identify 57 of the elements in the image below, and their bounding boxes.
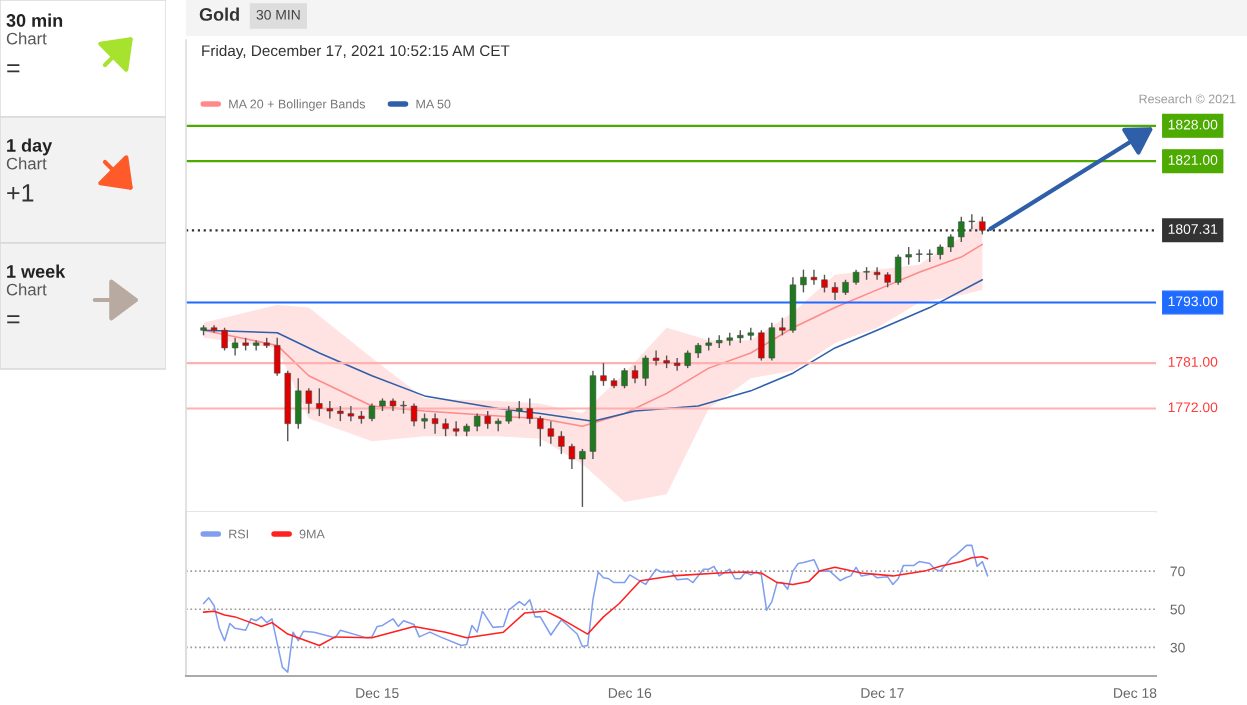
candlestick bbox=[547, 420, 555, 445]
legend-label: 9MA bbox=[299, 529, 325, 539]
text: = bbox=[7, 315, 20, 324]
candlestick bbox=[579, 448, 586, 508]
x-tick-label: Dec 18 bbox=[1114, 688, 1157, 699]
x-tick-label: Dec 16 bbox=[608, 688, 652, 699]
candlestick bbox=[221, 327, 228, 352]
text: 1 day bbox=[7, 138, 53, 156]
ref-line-label: 1772.00 bbox=[1168, 402, 1218, 413]
candlestick bbox=[305, 387, 312, 415]
y-tick-label: 30 bbox=[1170, 642, 1185, 653]
candlestick bbox=[537, 415, 544, 448]
y-tick-label: 70 bbox=[1170, 566, 1185, 577]
candlestick bbox=[568, 443, 576, 470]
text: = bbox=[7, 64, 20, 73]
candlestick bbox=[600, 362, 607, 387]
ref-line-label: 1793.00 bbox=[1168, 296, 1218, 307]
candlestick bbox=[326, 400, 334, 420]
text: Chart bbox=[6, 157, 47, 170]
legend-label: MA 50 bbox=[416, 99, 451, 109]
text: +1 bbox=[7, 184, 34, 202]
ref-line-label: 1807.31 bbox=[1168, 224, 1218, 234]
text: Chart bbox=[6, 32, 47, 45]
text: Chart bbox=[6, 283, 47, 296]
text: 30 min bbox=[6, 13, 63, 27]
legend-label: MA 20 + Bollinger Bands bbox=[229, 99, 366, 111]
candlestick bbox=[968, 213, 975, 230]
candlestick bbox=[673, 357, 681, 372]
candlestick bbox=[452, 420, 460, 437]
chart-subtitle: Friday, December 17, 2021 10:52:15 AM CET bbox=[202, 44, 510, 60]
candlestick bbox=[347, 405, 355, 422]
legend-label: RSI bbox=[229, 529, 248, 539]
candlestick bbox=[800, 268, 807, 294]
candlestick bbox=[526, 397, 533, 425]
ref-line-label: 1821.00 bbox=[1168, 155, 1218, 165]
candlestick bbox=[958, 215, 965, 243]
text: 1 week bbox=[7, 264, 66, 278]
text: 30 MIN bbox=[256, 9, 300, 20]
candlestick bbox=[431, 412, 439, 435]
annotation: Research © 2021 bbox=[1139, 94, 1236, 104]
x-tick-label: Dec 17 bbox=[861, 688, 904, 699]
candlestick bbox=[810, 268, 818, 286]
line-series bbox=[202, 556, 989, 647]
line-series bbox=[202, 544, 989, 673]
ref-line-label: 1781.00 bbox=[1168, 356, 1218, 367]
candlestick bbox=[642, 354, 649, 387]
candlestick bbox=[873, 266, 881, 281]
y-tick-label: 50 bbox=[1170, 604, 1185, 615]
candlestick bbox=[621, 367, 628, 390]
candlestick bbox=[831, 281, 839, 301]
chart-title: Gold bbox=[199, 7, 239, 21]
candlestick bbox=[652, 349, 660, 367]
ref-line-label: 1828.00 bbox=[1168, 119, 1218, 130]
candlestick bbox=[558, 430, 565, 455]
candlestick bbox=[410, 402, 418, 427]
x-tick-label: Dec 15 bbox=[356, 688, 399, 699]
candlestick bbox=[316, 387, 323, 417]
